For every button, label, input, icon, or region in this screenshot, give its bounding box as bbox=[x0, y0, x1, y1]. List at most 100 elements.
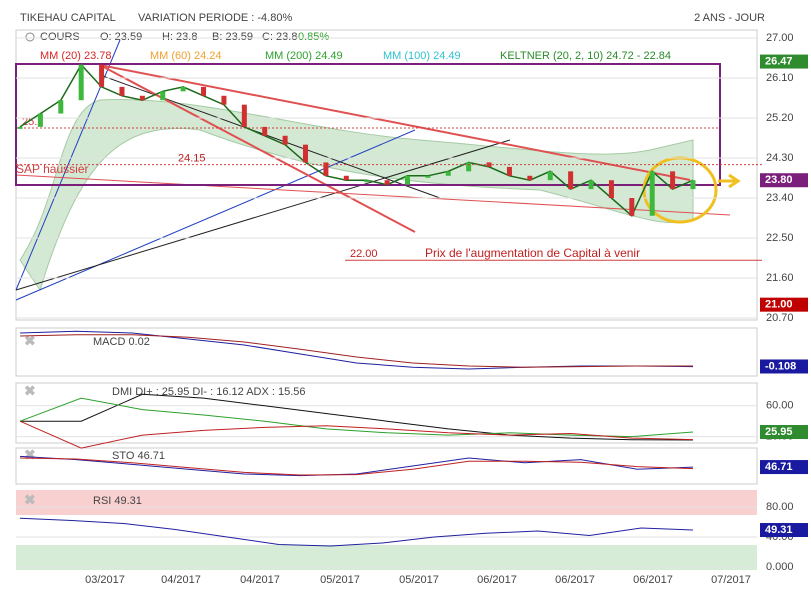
annotation: Prix de l'augmentation de Capital à veni… bbox=[425, 246, 640, 260]
quote-item: 0.85% bbox=[298, 31, 329, 43]
candle bbox=[282, 135, 288, 145]
series-line bbox=[19, 457, 694, 476]
panel-title: STO 46.71 bbox=[112, 450, 165, 462]
x-tick-label: 05/2017 bbox=[399, 574, 439, 586]
quote-item: H: 23.8 bbox=[162, 31, 197, 43]
candle bbox=[139, 95, 145, 101]
indicator-item: MM (60) 24.24 bbox=[150, 50, 222, 62]
trend-line bbox=[99, 64, 691, 181]
icon: ✖ bbox=[24, 492, 36, 508]
candle bbox=[690, 180, 696, 190]
macd-panel bbox=[15, 327, 758, 377]
y-tick-label: 24.30 bbox=[766, 152, 794, 164]
indicator-item: MM (20) 23.78 bbox=[40, 50, 112, 62]
candle bbox=[262, 126, 268, 136]
icon: ✖ bbox=[24, 333, 36, 349]
y-tick-label: 60.00 bbox=[766, 400, 794, 412]
price-badge bbox=[760, 523, 808, 538]
candle bbox=[343, 175, 349, 181]
variation: VARIATION PERIODE : -4.80% bbox=[138, 12, 292, 24]
candle bbox=[608, 180, 614, 198]
period: 2 ANS - JOUR bbox=[694, 12, 765, 24]
panel-title: RSI 49.31 bbox=[93, 495, 142, 507]
gap-box bbox=[15, 63, 721, 186]
candle bbox=[445, 171, 451, 176]
indicator-item: MM (200) 24.49 bbox=[265, 50, 343, 62]
price-badge bbox=[760, 425, 808, 440]
rsi-oversold bbox=[16, 545, 757, 570]
candle bbox=[201, 86, 207, 96]
quote-item: COURS bbox=[40, 31, 80, 43]
badge-label: 23.80 bbox=[765, 174, 793, 186]
x-tick-label: 04/2017 bbox=[161, 574, 201, 586]
candle bbox=[425, 175, 431, 178]
candle bbox=[17, 126, 23, 129]
panel-title: MACD 0.02 bbox=[93, 336, 150, 348]
indicator-item: KELTNER (20, 2, 10) 24.72 - 22.84 bbox=[500, 50, 671, 62]
badge-label: -0.108 bbox=[765, 360, 796, 372]
annotation: SAP haussier bbox=[16, 162, 89, 176]
arrow bbox=[718, 173, 741, 189]
x-tick-label: 04/2017 bbox=[240, 574, 280, 586]
dmi-panel bbox=[15, 382, 758, 444]
title: TIKEHAU CAPITAL bbox=[20, 12, 116, 24]
candle bbox=[588, 180, 594, 190]
y-tick-label: 27.00 bbox=[766, 32, 794, 44]
y-tick-label: 20.70 bbox=[766, 312, 794, 324]
level-label: 22.00 bbox=[350, 248, 378, 260]
x-tick-label: 06/2017 bbox=[633, 574, 673, 586]
trend-line bbox=[99, 64, 416, 233]
y-tick-label: 25.20 bbox=[766, 112, 794, 124]
price-badge bbox=[760, 460, 808, 475]
candle bbox=[119, 86, 125, 96]
y-tick-label: 23.40 bbox=[766, 192, 794, 204]
icon: ✖ bbox=[24, 383, 36, 399]
price-badge bbox=[760, 297, 808, 312]
candle bbox=[568, 171, 574, 190]
candle bbox=[629, 198, 635, 216]
series-line bbox=[19, 397, 694, 438]
candle bbox=[547, 171, 553, 181]
quote-item: B: 23.59 bbox=[212, 31, 253, 43]
x-tick-label: 07/2017 bbox=[711, 574, 751, 586]
badge-label: 26.47 bbox=[765, 55, 793, 67]
panel-title: DMI DI+ : 25.95 DI- : 16.12 ADX : 15.56 bbox=[112, 386, 306, 398]
series-line bbox=[19, 455, 694, 477]
indicator-item: MM (100) 24.49 bbox=[383, 50, 461, 62]
y-tick-label: 22.50 bbox=[766, 232, 794, 244]
candle bbox=[404, 175, 410, 185]
trend-line bbox=[15, 174, 731, 216]
y-tick-label: 80.00 bbox=[766, 501, 794, 513]
candle bbox=[78, 64, 84, 101]
x-tick-label: 05/2017 bbox=[320, 574, 360, 586]
candle bbox=[180, 86, 186, 92]
candle bbox=[221, 95, 227, 105]
badge-label: 49.31 bbox=[765, 524, 793, 536]
x-tick-label: 06/2017 bbox=[477, 574, 517, 586]
icon bbox=[25, 32, 35, 42]
x-tick-label: 03/2017 bbox=[85, 574, 125, 586]
candle bbox=[99, 64, 105, 87]
candle bbox=[303, 144, 309, 163]
candle bbox=[37, 113, 43, 127]
rsi-overbought bbox=[16, 490, 757, 515]
candle bbox=[649, 171, 655, 216]
badge-label: 21.00 bbox=[765, 299, 793, 311]
candle bbox=[384, 180, 390, 185]
candle bbox=[160, 91, 166, 101]
y-tick-label: 26.10 bbox=[766, 72, 794, 84]
quote-item: O: 23.59 bbox=[100, 31, 142, 43]
badge-label: 46.71 bbox=[765, 461, 793, 473]
level-label: 24.15 bbox=[178, 153, 206, 165]
series-line bbox=[20, 393, 694, 441]
price-badge bbox=[760, 173, 808, 188]
series-line bbox=[19, 63, 694, 218]
series-line bbox=[19, 330, 694, 370]
candle bbox=[241, 104, 247, 127]
x-tick-label: 06/2017 bbox=[555, 574, 595, 586]
badge-label: 25.95 bbox=[765, 426, 793, 438]
y-tick-label: 0.000 bbox=[766, 561, 794, 573]
candle bbox=[364, 180, 370, 183]
candle bbox=[58, 100, 64, 114]
